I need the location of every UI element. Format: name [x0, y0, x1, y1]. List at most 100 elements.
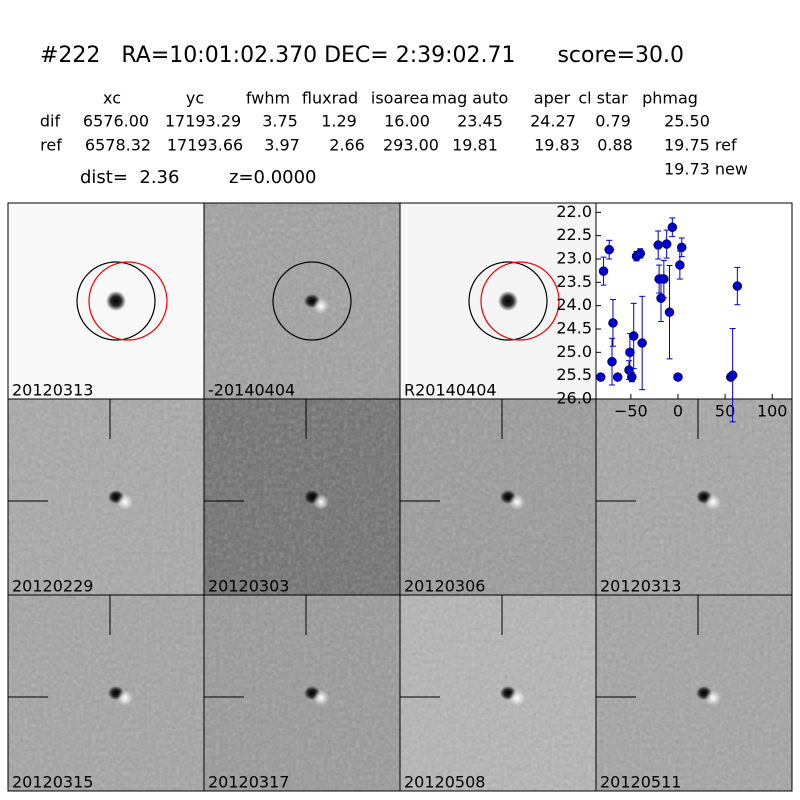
y-tick-label: 23.0: [556, 249, 592, 268]
x-tick-label: −50: [614, 402, 648, 421]
column-header: cl star: [578, 89, 628, 108]
point: [675, 260, 685, 270]
point: [653, 240, 663, 250]
point: [661, 239, 672, 249]
table-cell: 6576.00: [83, 112, 149, 131]
table-cell: 1.29: [321, 112, 357, 131]
point: [664, 307, 675, 317]
table-cell: 24.27: [530, 112, 576, 131]
point: [598, 266, 609, 276]
redshift: z=0.0000: [229, 167, 317, 188]
stamp-noise: [8, 399, 204, 595]
x-tick-label: 100: [757, 402, 788, 421]
table-cell: 19.75 ref: [664, 136, 737, 155]
point: [608, 318, 618, 328]
aperture-ref: [480, 261, 560, 341]
panel-label: 20120229: [12, 577, 93, 596]
source-light: [705, 494, 721, 510]
source-light: [705, 690, 721, 706]
column-header: isoarea: [371, 89, 429, 108]
point: [727, 370, 738, 380]
aperture: [272, 261, 352, 341]
table-cell: 2.66: [329, 136, 365, 155]
column-header: yc: [186, 89, 204, 108]
point: [627, 372, 637, 382]
stamp-noise: [596, 595, 792, 791]
source-light: [313, 494, 329, 510]
column-header: xc: [103, 89, 121, 108]
y-tick-label: 22.5: [556, 225, 592, 244]
table-cell: ref: [40, 136, 62, 155]
table-cell: 0.79: [595, 112, 631, 131]
aperture: [468, 261, 548, 341]
dist: dist= 2.36: [80, 167, 179, 188]
panel-label: 20120306: [404, 577, 485, 596]
y-tick-label: 23.5: [556, 272, 592, 291]
table-cell: 19.83: [534, 136, 580, 155]
point: [677, 242, 687, 253]
source-light: [117, 494, 133, 510]
point: [628, 331, 639, 341]
point: [607, 356, 617, 367]
y-tick-label: 25.5: [556, 365, 592, 384]
panel-label: 20120313: [12, 381, 93, 400]
panel-label: 20120315: [12, 773, 93, 792]
table-cell: 25.50: [664, 112, 710, 131]
aperture: [76, 261, 156, 341]
point: [637, 338, 647, 348]
column-header: fluxrad: [302, 89, 358, 108]
table-cell: 17193.66: [167, 136, 243, 155]
table-cell: dif: [40, 112, 61, 131]
table-cell: 293.00: [383, 136, 439, 155]
table-cell: 23.45: [457, 112, 503, 131]
table-cell: 16.00: [384, 112, 430, 131]
source-light: [117, 690, 133, 706]
point: [604, 244, 614, 255]
point: [612, 372, 623, 382]
table-cell: 0.88: [597, 136, 633, 155]
table-cell: 3.75: [262, 112, 298, 131]
stamp-noise: [204, 399, 400, 595]
panel-label: -20140404: [208, 381, 295, 400]
column-header: aper: [534, 89, 571, 108]
column-header: mag auto: [432, 89, 509, 108]
source-light: [313, 690, 329, 706]
point: [673, 372, 683, 382]
source-light: [313, 298, 329, 314]
point: [595, 372, 606, 382]
panel-frame: [595, 594, 793, 792]
y-tick-label: 24.5: [556, 319, 592, 338]
panel-label: R20140404: [404, 381, 497, 400]
stamp-noise: [400, 399, 596, 595]
panel-label: 20120511: [600, 773, 681, 792]
source-light: [509, 494, 525, 510]
column-header: fwhm: [246, 89, 290, 108]
source-dark: [106, 291, 126, 311]
y-tick-label: 26.0: [556, 389, 592, 408]
point: [659, 274, 669, 284]
y-tick-label: 24.0: [556, 295, 592, 314]
y-tick-label: 22.0: [556, 202, 592, 221]
stamp-noise: [204, 203, 400, 399]
x-tick-label: 0: [673, 402, 683, 421]
point: [732, 281, 743, 291]
panel-label: 20120303: [208, 577, 289, 596]
stamp-noise: [596, 399, 792, 595]
table-cell: 3.97: [264, 136, 300, 155]
table-cell: 17193.29: [165, 112, 241, 131]
panel-label: 20120313: [600, 577, 681, 596]
stamp-noise: [204, 595, 400, 791]
panel-label: 20120317: [208, 773, 289, 792]
table-cell: 6578.32: [85, 136, 151, 155]
column-header: phmag: [642, 89, 698, 108]
point: [625, 347, 635, 358]
point: [635, 248, 646, 259]
panel-label: 20120508: [404, 773, 485, 792]
extra-note: 19.73 new: [664, 160, 748, 179]
source-dark: [498, 291, 518, 311]
x-tick-label: 50: [715, 402, 735, 421]
point: [667, 222, 678, 233]
table-cell: 19.81: [452, 136, 498, 155]
stamp-noise: [400, 595, 596, 791]
